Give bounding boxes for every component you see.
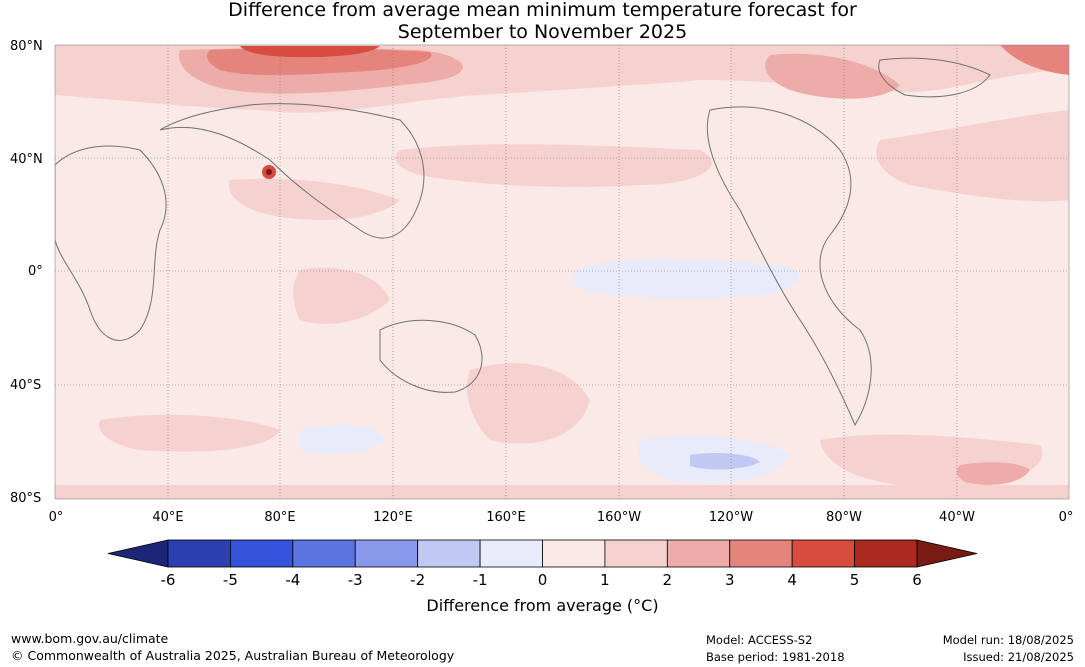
- colorbar-tick-label: -1: [472, 571, 488, 589]
- footer-base-period: Base period: 1981-2018: [706, 650, 845, 664]
- lon-label-40w: 40°W: [939, 510, 975, 525]
- warm-anomaly-southern-ocean-west: [99, 414, 281, 452]
- warm-anomaly-asia: [229, 178, 400, 220]
- warm-anomaly-australia-east: [466, 363, 590, 444]
- warm-anomaly-south-atlantic: [956, 462, 1030, 485]
- cool-anomaly-southern-ocean-pacific-core: [690, 452, 760, 470]
- warm-anomaly-north-atlantic: [876, 110, 1069, 202]
- lon-label-120w: 120°W: [708, 510, 754, 525]
- footer-url[interactable]: www.bom.gov.au/climate: [11, 631, 169, 646]
- warm-anomaly-greenland: [1000, 45, 1069, 75]
- map-title-line2: September to November 2025: [397, 21, 688, 43]
- warm-anomaly-siberia-peak: [240, 46, 380, 58]
- warm-anomaly-north-pacific: [395, 144, 712, 187]
- lat-label-40n: 40°N: [10, 152, 43, 167]
- colorbar-tick-label: 4: [787, 571, 797, 589]
- colorbar-extend-low: [107, 539, 169, 568]
- map-frame: [54, 44, 1070, 500]
- antarctic-strip: [55, 485, 1069, 499]
- colorbar-tick-label: 1: [600, 571, 610, 589]
- colorbar-tick-label: -2: [410, 571, 426, 589]
- colorbar-tick-label: 3: [724, 571, 735, 589]
- footer-model: Model: ACCESS-S2: [706, 633, 813, 647]
- coastlines: [55, 57, 991, 427]
- colorbar-tick-label: 6: [912, 571, 922, 589]
- warm-anomaly-canada: [765, 53, 900, 99]
- colorbar-segment: [354, 539, 419, 568]
- colorbar-tick-label: -5: [222, 571, 238, 589]
- lat-label-40s: 40°S: [10, 378, 42, 393]
- colorbar-tick-label: -4: [285, 571, 301, 589]
- lon-label-120e: 120°E: [373, 510, 413, 525]
- colorbar-segment: [292, 539, 356, 568]
- lon-label-0-right: 0°: [1058, 510, 1074, 525]
- colorbar-tick-label: 5: [849, 571, 860, 589]
- lat-label-80n: 80°N: [10, 39, 43, 54]
- colorbar-segment: [604, 539, 668, 568]
- footer-model-run: Model run: 18/08/2025: [942, 633, 1074, 647]
- colorbar-tick-label: 0: [537, 571, 548, 589]
- colorbar-tick-label: -6: [160, 571, 176, 589]
- colorbar-segment: [729, 539, 793, 568]
- colorbar-segment: [417, 539, 481, 568]
- warm-anomaly-siberia-core: [207, 48, 432, 76]
- lon-label-160e: 160°E: [486, 510, 526, 525]
- colorbar-title: Difference from average (°C): [426, 596, 659, 615]
- lat-label-equator: 0°: [28, 264, 43, 279]
- warm-anomaly-indian-ocean: [293, 267, 390, 324]
- colorbar-segment: [854, 539, 918, 568]
- colorbar: [107, 539, 978, 568]
- footer-copyright: © Commonwealth of Australia 2025, Austra…: [11, 648, 455, 663]
- colorbar-segment: [666, 539, 731, 568]
- colorbar-segment: [791, 539, 855, 568]
- colorbar-tick-label: -3: [347, 571, 363, 589]
- colorbar-extend-high: [916, 539, 978, 568]
- map-title-line1: Difference from average mean minimum tem…: [228, 0, 857, 21]
- lon-label-80e: 80°E: [264, 510, 296, 525]
- colorbar-segment: [230, 539, 294, 568]
- map-area: [55, 45, 1069, 499]
- colorbar-tick-label: 2: [662, 571, 673, 589]
- colorbar-segment: [542, 539, 606, 568]
- colorbar-segment: [167, 539, 231, 568]
- cool-anomaly-southern-indian: [300, 424, 385, 455]
- colorbar-segment: [479, 539, 543, 568]
- lon-label-80w: 80°W: [826, 510, 862, 525]
- lon-label-160w: 160°W: [596, 510, 642, 525]
- footer-issued: Issued: 21/08/2025: [963, 650, 1074, 664]
- graticule: [55, 45, 1069, 499]
- lon-label-40e: 40°E: [152, 510, 184, 525]
- cool-anomaly-equatorial-pacific: [573, 259, 800, 298]
- lat-label-80s: 80°S: [10, 491, 42, 506]
- lon-label-0-left: 0°: [48, 510, 64, 525]
